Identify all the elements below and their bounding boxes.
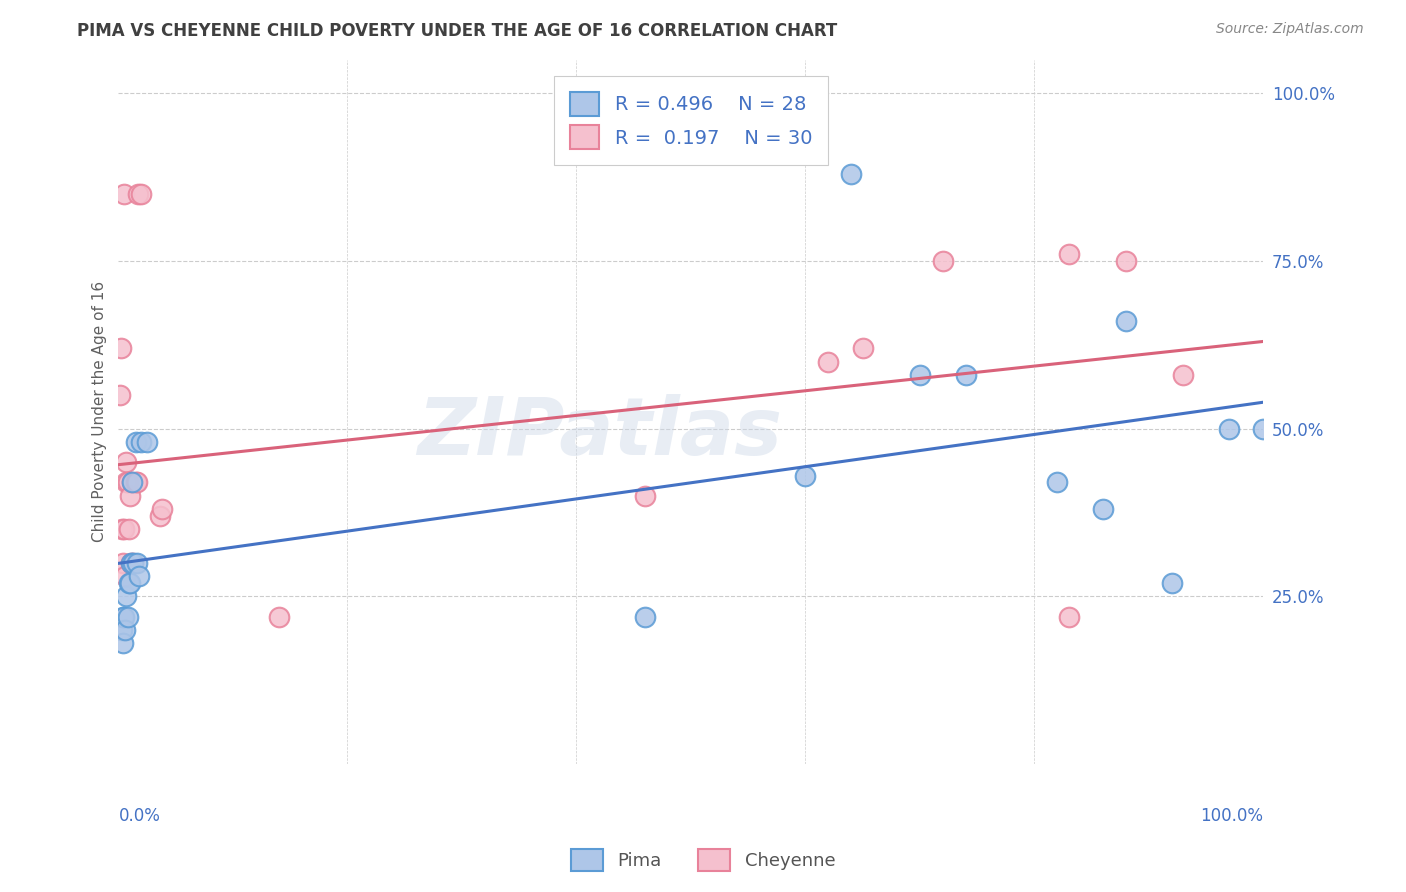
Point: [932, 254, 955, 268]
Text: Source: ZipAtlas.com: Source: ZipAtlas.com: [1216, 22, 1364, 37]
Point: [115, 590, 138, 604]
Point: [125, 475, 148, 490]
Point: [839, 167, 862, 181]
Point: [115, 455, 138, 469]
Point: [908, 368, 931, 382]
Point: [1057, 247, 1080, 261]
Point: [117, 609, 139, 624]
Point: [121, 475, 143, 490]
Point: [118, 489, 141, 503]
Point: [111, 609, 134, 624]
Point: [112, 609, 135, 624]
Point: [634, 489, 657, 503]
Y-axis label: Child Poverty Under the Age of 16: Child Poverty Under the Age of 16: [93, 281, 107, 542]
Point: [127, 186, 149, 201]
Point: [112, 186, 135, 201]
Point: [1046, 475, 1069, 490]
Point: [115, 475, 138, 490]
Point: [125, 556, 148, 570]
Point: [1160, 576, 1182, 591]
Point: [124, 475, 146, 490]
Point: [122, 556, 145, 570]
Point: [794, 468, 817, 483]
Point: [131, 435, 153, 450]
Text: 0.0%: 0.0%: [118, 806, 160, 824]
Point: [111, 636, 134, 650]
Point: [118, 576, 141, 591]
Point: [1092, 502, 1115, 516]
Point: [121, 475, 143, 490]
Text: 100.0%: 100.0%: [1201, 806, 1264, 824]
Point: [112, 522, 135, 536]
Point: [1057, 609, 1080, 624]
Point: [114, 623, 136, 637]
Point: [634, 609, 657, 624]
Point: [131, 186, 153, 201]
Point: [955, 368, 977, 382]
Point: [108, 388, 131, 402]
Point: [118, 522, 141, 536]
Point: [817, 354, 839, 368]
Point: [114, 569, 136, 583]
Point: [110, 341, 132, 355]
Point: [120, 556, 142, 570]
Legend: Pima, Cheyenne: Pima, Cheyenne: [564, 842, 842, 879]
Point: [150, 502, 173, 516]
Point: [122, 556, 145, 570]
Point: [118, 576, 141, 591]
Point: [1115, 314, 1137, 328]
Point: [120, 556, 142, 570]
Point: [124, 435, 146, 450]
Text: PIMA VS CHEYENNE CHILD POVERTY UNDER THE AGE OF 16 CORRELATION CHART: PIMA VS CHEYENNE CHILD POVERTY UNDER THE…: [77, 22, 838, 40]
Point: [117, 475, 139, 490]
Point: [1218, 422, 1240, 436]
Point: [1173, 368, 1195, 382]
Point: [111, 522, 134, 536]
Point: [267, 609, 290, 624]
Point: [111, 623, 134, 637]
Point: [128, 569, 150, 583]
Point: [1115, 254, 1137, 268]
Point: [111, 556, 134, 570]
Point: [852, 341, 875, 355]
Text: ZIPatlas: ZIPatlas: [416, 394, 782, 472]
Legend: R = 0.496    N = 28, R =  0.197    N = 30: R = 0.496 N = 28, R = 0.197 N = 30: [554, 77, 828, 165]
Point: [136, 435, 159, 450]
Point: [149, 508, 172, 523]
Point: [1253, 422, 1275, 436]
